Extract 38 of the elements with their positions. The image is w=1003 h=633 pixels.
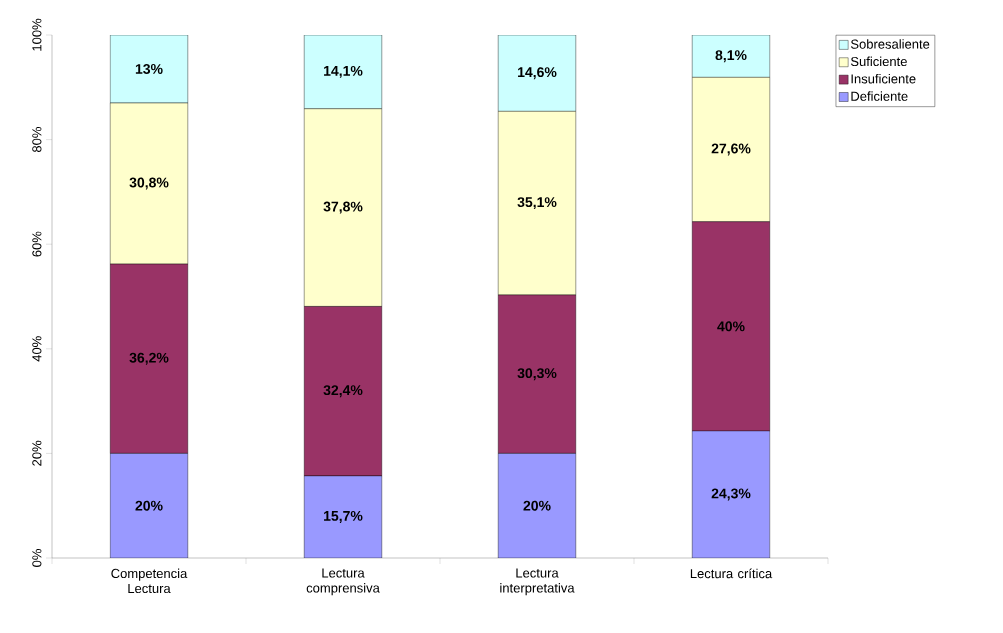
bar	[498, 453, 576, 558]
bar	[110, 453, 188, 558]
bar	[304, 35, 382, 109]
bar	[304, 475, 382, 558]
legend-label: Deficiente	[851, 91, 908, 101]
data-label: 30,8%	[129, 177, 169, 190]
data-label: 36,2%	[129, 352, 169, 365]
data-label: 20%	[135, 500, 163, 511]
x-tick-label: Lectura crítica	[690, 568, 773, 579]
y-tick-label: 20%	[32, 440, 42, 466]
y-tick-label: 100%	[32, 18, 42, 51]
y-tick-label: 40%	[32, 336, 42, 362]
data-label: 40%	[717, 321, 745, 332]
x-tick-label: Lectura interpretativa	[500, 568, 575, 596]
x-tick-label: Competencia Lectura	[111, 568, 188, 594]
data-label: 14,1%	[324, 65, 363, 78]
y-tick-label: 80%	[32, 127, 42, 153]
y-tick-label: 60%	[32, 231, 42, 257]
data-label: 14,6%	[518, 67, 557, 80]
legend-label: Suficiente	[850, 56, 907, 67]
bar	[498, 35, 576, 112]
bar	[692, 35, 770, 78]
data-label: 8,1%	[715, 50, 747, 63]
data-label: 13%	[135, 64, 163, 74]
data-label: 20%	[523, 500, 551, 511]
legend-label: Insuficiente	[851, 73, 916, 84]
legend-label: Sobresaliente	[850, 39, 930, 49]
data-label: 15,7%	[324, 510, 363, 523]
bar	[110, 35, 188, 104]
y-tick-label: 0%	[32, 549, 42, 567]
data-label: 37,8%	[323, 201, 363, 214]
data-label: 35,1%	[517, 197, 557, 210]
data-label: 30,3%	[517, 368, 557, 381]
data-label: 24,3%	[711, 488, 751, 501]
data-label: 27,6%	[711, 143, 751, 156]
x-tick-label: Lectura comprensiva	[306, 568, 380, 596]
data-label: 32,4%	[323, 385, 363, 398]
bar	[692, 430, 770, 558]
